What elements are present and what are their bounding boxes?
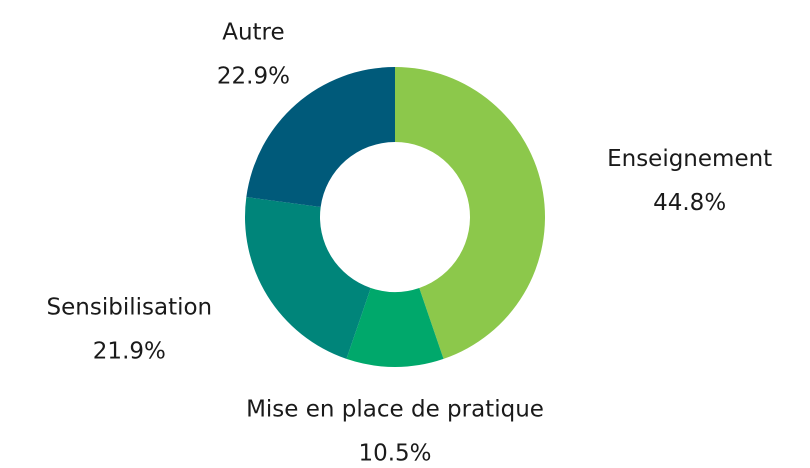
slice xyxy=(346,287,444,367)
slice-value: 21.9% xyxy=(93,339,166,365)
slice-value: 44.8% xyxy=(653,190,726,216)
slice-label: Enseignement xyxy=(607,146,772,172)
slice xyxy=(246,67,395,208)
slice-value: 10.5% xyxy=(358,441,431,467)
slice xyxy=(395,67,545,359)
slice xyxy=(244,197,371,359)
slice-label: Sensibilisation xyxy=(47,295,213,321)
slice-label: Autre xyxy=(222,20,284,46)
slice-label: Mise en place de pratique xyxy=(246,397,544,423)
slice-value: 22.9% xyxy=(217,64,290,90)
